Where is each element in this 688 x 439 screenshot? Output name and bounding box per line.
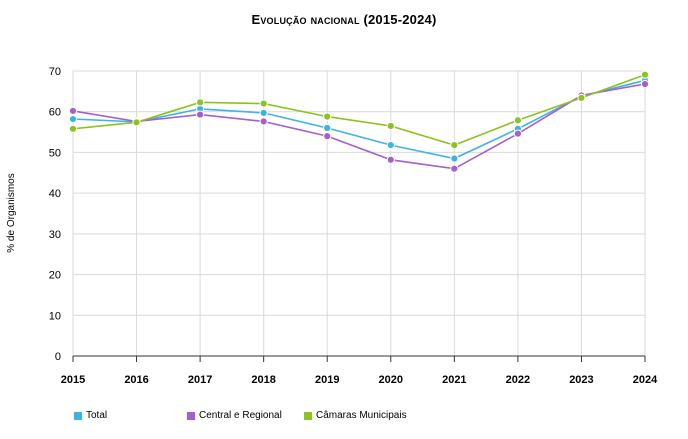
series-line bbox=[72, 79, 646, 160]
y-tick-label: 10 bbox=[49, 310, 61, 322]
y-tick-label: 40 bbox=[49, 188, 61, 200]
y-tick-label: 70 bbox=[49, 66, 61, 78]
x-tick-label: 2020 bbox=[379, 374, 403, 386]
data-point bbox=[386, 155, 395, 164]
data-point bbox=[577, 93, 586, 102]
series-lines bbox=[68, 70, 650, 173]
data-point bbox=[196, 98, 205, 107]
data-point bbox=[386, 121, 395, 131]
data-point bbox=[259, 108, 268, 118]
data-point bbox=[450, 164, 459, 173]
data-point bbox=[386, 141, 395, 150]
data-point bbox=[450, 154, 459, 163]
data-point bbox=[513, 129, 522, 138]
data-point bbox=[196, 110, 205, 119]
x-tick-label: 2017 bbox=[188, 374, 212, 386]
x-tick-label: 2022 bbox=[506, 374, 530, 386]
axes bbox=[72, 355, 646, 362]
x-tick-label: 2023 bbox=[569, 374, 593, 386]
y-tick-label: 30 bbox=[49, 229, 61, 241]
data-point bbox=[259, 99, 268, 108]
chart-title: Evolução nacional (2015-2024) bbox=[251, 12, 437, 27]
data-point bbox=[68, 106, 78, 116]
y-tick-label: 20 bbox=[49, 270, 61, 282]
data-point bbox=[640, 70, 650, 79]
data-point bbox=[68, 114, 78, 124]
data-point bbox=[323, 112, 332, 121]
legend-label: Total bbox=[86, 410, 108, 421]
data-point bbox=[640, 79, 650, 89]
y-axis-label: % de Organismos bbox=[6, 173, 17, 252]
legend-swatch bbox=[187, 411, 195, 420]
legend-swatch bbox=[304, 411, 312, 420]
legend-label: Central e Regional bbox=[199, 410, 282, 421]
y-tick-label: 0 bbox=[55, 351, 61, 363]
x-tick-label: 2024 bbox=[633, 374, 658, 386]
data-point bbox=[259, 117, 268, 126]
legend-item[interactable]: Total bbox=[74, 410, 107, 421]
data-point bbox=[513, 116, 522, 125]
x-tick-label: 2015 bbox=[61, 374, 85, 386]
x-tick-label: 2021 bbox=[442, 374, 466, 386]
legend-item[interactable]: Central e Regional bbox=[187, 410, 282, 421]
tick-labels: 0 10 20 30 40 50 60 70 2015 2016 2017 2018 2019 2020 2… bbox=[49, 66, 658, 386]
series-line bbox=[72, 83, 646, 170]
legend-label: Câmaras Municipais bbox=[316, 410, 407, 421]
x-tick-label: 2019 bbox=[315, 374, 339, 386]
y-tick-label: 60 bbox=[49, 107, 61, 119]
data-point bbox=[323, 123, 332, 133]
y-tick-label: 50 bbox=[49, 147, 61, 159]
data-point bbox=[323, 132, 332, 141]
x-tick-label: 2018 bbox=[251, 374, 275, 386]
data-point bbox=[450, 141, 459, 150]
gridlines bbox=[72, 70, 646, 356]
series-line bbox=[72, 73, 646, 146]
data-point bbox=[132, 118, 141, 127]
x-tick-label: 2016 bbox=[124, 374, 148, 386]
data-point bbox=[68, 124, 78, 133]
legend-swatch bbox=[74, 411, 82, 420]
legend-item[interactable]: Câmaras Municipais bbox=[304, 410, 407, 421]
